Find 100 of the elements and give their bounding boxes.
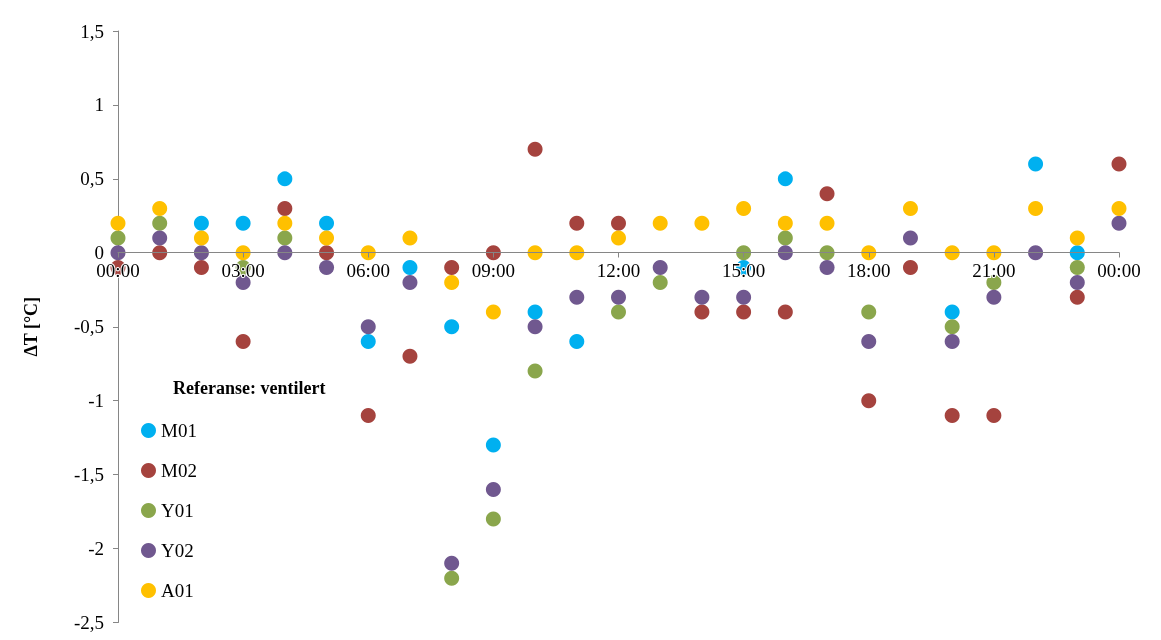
point — [1111, 156, 1127, 172]
point — [444, 319, 460, 335]
point — [944, 334, 960, 350]
point — [402, 260, 418, 276]
y-tick-label: -1,5 — [73, 464, 104, 486]
point — [652, 215, 668, 231]
point — [736, 304, 752, 320]
point — [819, 215, 835, 231]
point — [527, 245, 543, 261]
point — [152, 215, 168, 231]
point — [1111, 200, 1127, 216]
x-tick-label: 21:00 — [972, 259, 1016, 281]
point — [819, 186, 835, 202]
y-tick-label: 1,5 — [80, 20, 104, 42]
point — [1028, 200, 1044, 216]
point — [944, 304, 960, 320]
point — [777, 215, 793, 231]
point — [319, 230, 335, 246]
point — [736, 245, 752, 261]
point — [861, 393, 877, 409]
point — [1069, 260, 1085, 276]
point — [777, 245, 793, 261]
point — [569, 215, 585, 231]
point — [444, 570, 460, 586]
y-tick-label: -0,5 — [73, 316, 104, 338]
point — [861, 334, 877, 350]
x-tick-label: 00:00 — [1097, 259, 1141, 281]
point — [485, 481, 501, 497]
y-tick-label: 0,5 — [80, 168, 104, 190]
point — [444, 260, 460, 276]
point — [152, 200, 168, 216]
point — [152, 245, 168, 261]
point — [402, 274, 418, 290]
x-tick-label: 06:00 — [346, 259, 390, 281]
legend-label: M02 — [161, 460, 197, 481]
point — [569, 334, 585, 350]
point — [1069, 245, 1085, 261]
point — [277, 171, 293, 187]
point — [694, 215, 710, 231]
point — [277, 230, 293, 246]
point — [944, 319, 960, 335]
point — [319, 245, 335, 261]
point — [193, 230, 209, 246]
point — [360, 407, 376, 423]
point — [444, 555, 460, 571]
point — [193, 260, 209, 276]
x-tick-label: 09:00 — [471, 259, 516, 281]
point — [360, 245, 376, 261]
point — [277, 245, 293, 261]
y-axis-title: ΔT [°C] — [21, 296, 41, 357]
point — [485, 437, 501, 453]
point — [819, 245, 835, 261]
point — [1028, 245, 1044, 261]
point — [777, 230, 793, 246]
point — [527, 304, 543, 320]
point — [777, 304, 793, 320]
x-tick-label: 12:00 — [596, 259, 641, 281]
point — [736, 289, 752, 305]
point — [360, 334, 376, 350]
point — [235, 215, 251, 231]
point — [652, 274, 668, 290]
point — [861, 304, 877, 320]
legend-title: Referanse: ventilert — [173, 378, 326, 398]
point — [986, 289, 1002, 305]
point — [986, 245, 1002, 261]
point — [360, 319, 376, 335]
point — [1028, 156, 1044, 172]
point — [611, 304, 626, 320]
point — [110, 215, 126, 231]
point — [611, 215, 626, 231]
point — [193, 215, 209, 231]
point — [569, 245, 585, 261]
point — [736, 200, 752, 216]
point — [861, 245, 877, 261]
y-tick-label: -2 — [88, 538, 104, 560]
legend-label: M01 — [161, 420, 197, 441]
point — [777, 171, 793, 187]
legend-label: A01 — [161, 580, 194, 601]
point — [902, 260, 918, 276]
point — [319, 260, 335, 276]
point — [235, 334, 251, 350]
point — [277, 200, 293, 216]
point — [819, 260, 835, 276]
point — [319, 215, 335, 231]
point — [110, 245, 126, 261]
point — [1111, 215, 1127, 231]
point — [1069, 274, 1085, 290]
point — [402, 230, 418, 246]
point — [485, 511, 501, 527]
legend-label: Y01 — [161, 500, 194, 521]
point — [986, 407, 1002, 423]
y-tick-label: 0 — [94, 242, 104, 264]
point — [611, 289, 626, 305]
point — [485, 245, 501, 261]
point — [485, 304, 501, 320]
x-tick-label: 18:00 — [847, 259, 891, 281]
point — [694, 289, 710, 305]
point — [527, 141, 543, 157]
point — [902, 200, 918, 216]
point — [569, 289, 585, 305]
